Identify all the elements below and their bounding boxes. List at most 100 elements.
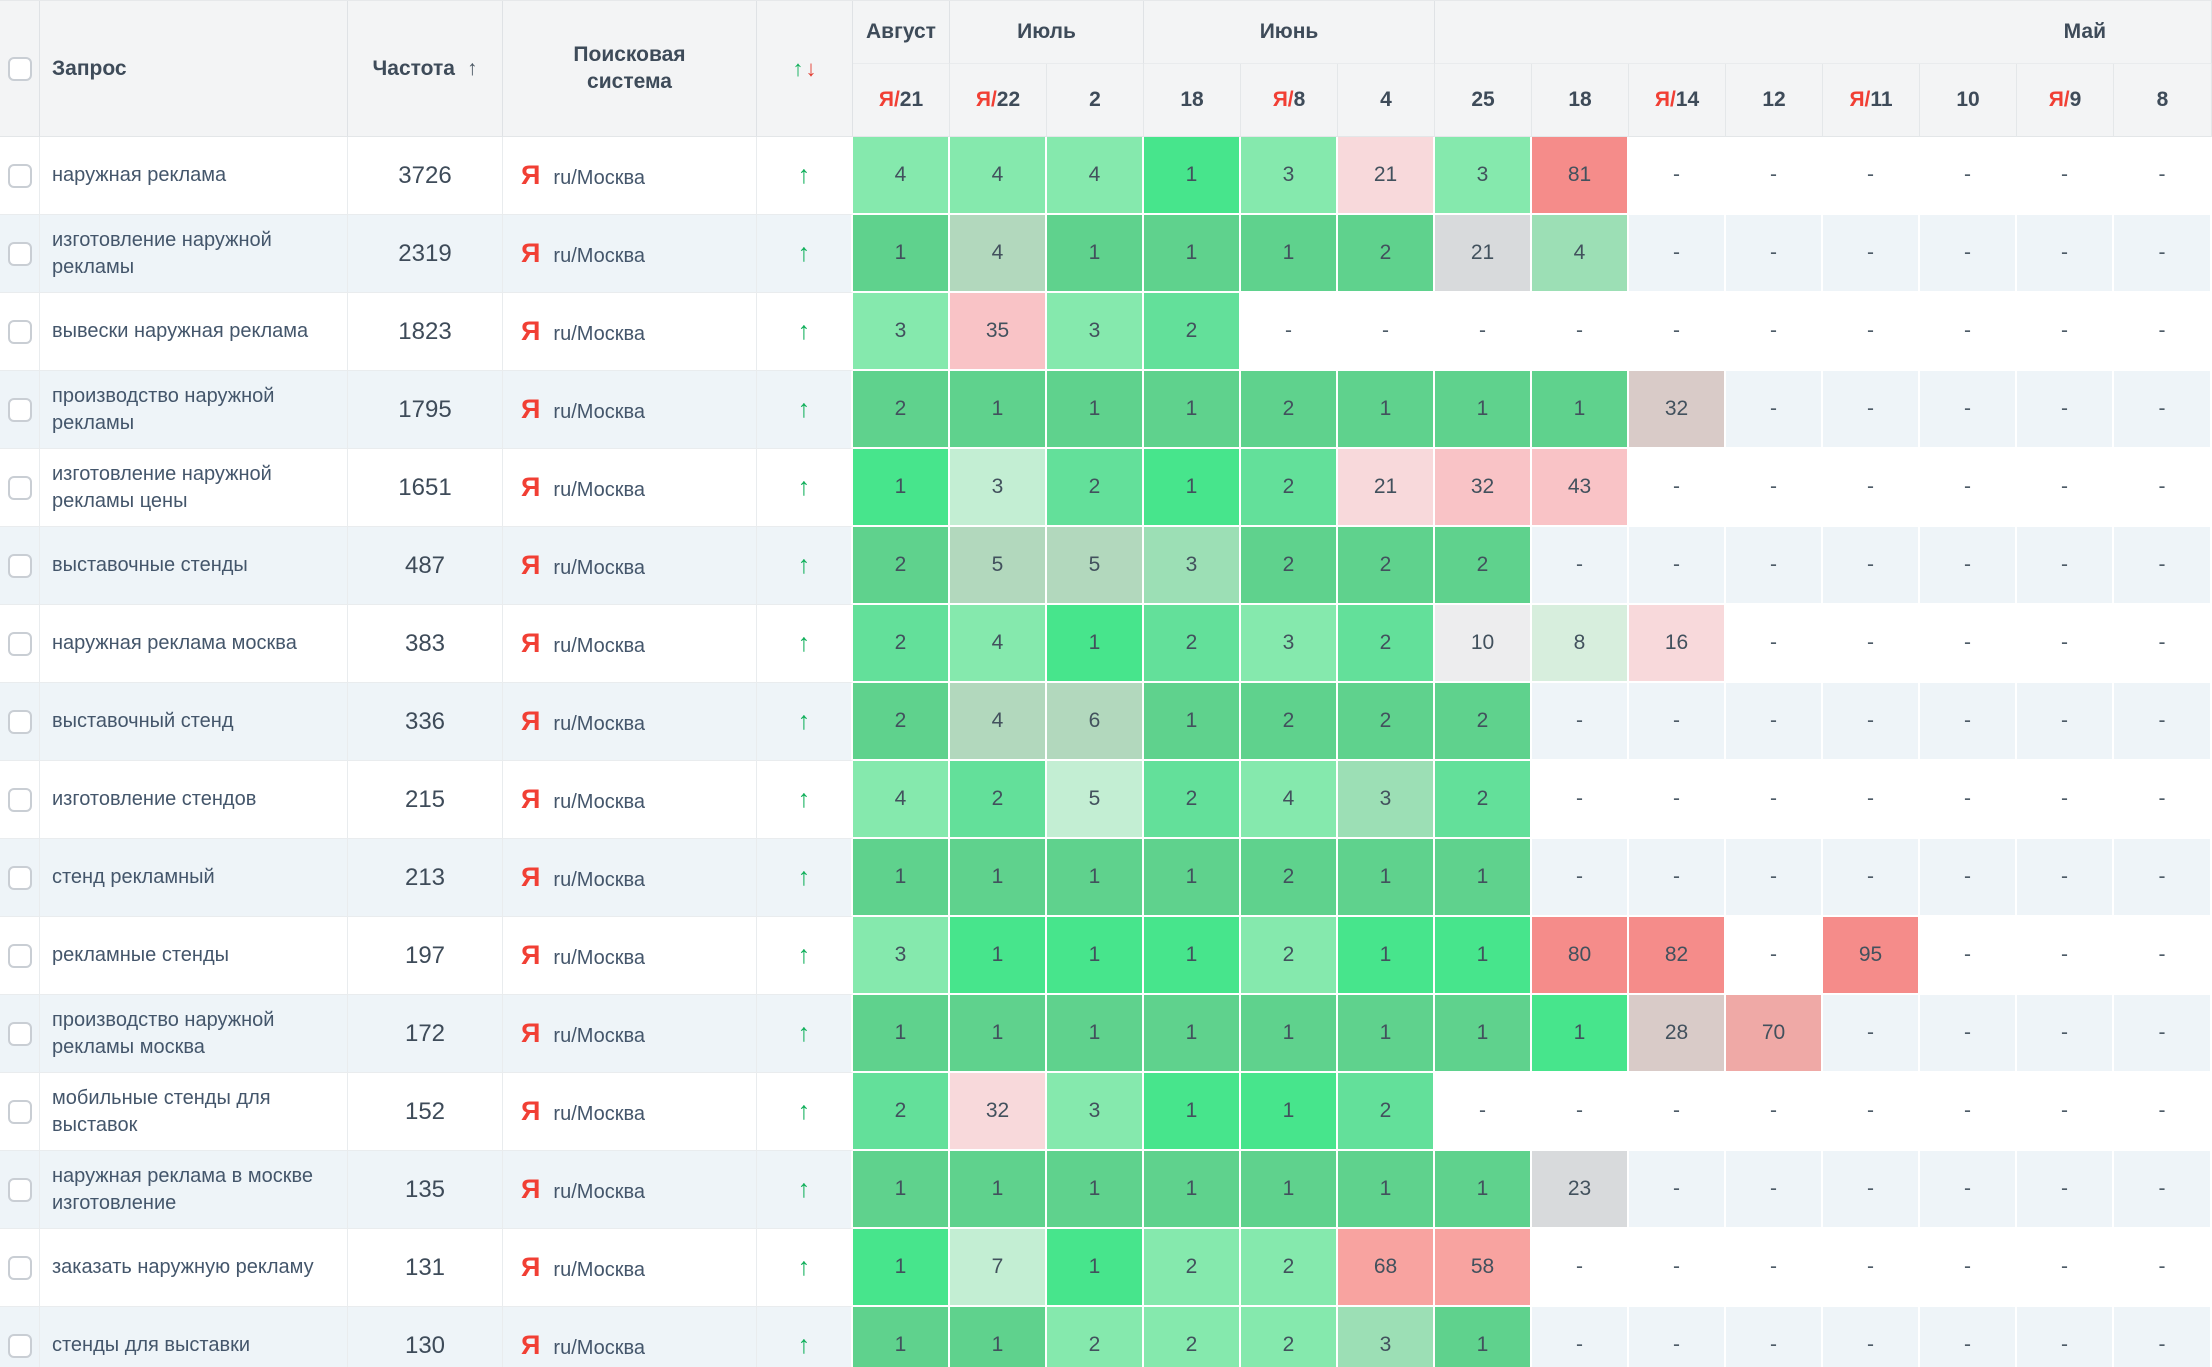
position-cell: - xyxy=(2017,527,2115,605)
position-cell: 1 xyxy=(853,839,950,917)
frequency-header-label: Частота xyxy=(372,56,455,80)
position-cell: 1 xyxy=(1144,683,1242,761)
position-cell: 1 xyxy=(1144,995,1242,1073)
column-header-trend[interactable]: ↑↓ xyxy=(757,1,853,137)
date-column-header[interactable]: Я/11 xyxy=(1823,64,1921,137)
select-all-checkbox[interactable] xyxy=(8,56,32,81)
row-checkbox[interactable] xyxy=(8,709,32,734)
trend-cell: ↑ xyxy=(757,527,853,605)
date-column-header[interactable]: 18 xyxy=(1144,64,1242,137)
date-column-header[interactable]: Я/9 xyxy=(2017,64,2115,137)
row-checkbox[interactable] xyxy=(8,865,32,890)
position-cell: - xyxy=(2114,683,2212,761)
row-checkbox[interactable] xyxy=(8,1177,32,1202)
position-cell: 4 xyxy=(1241,761,1339,839)
search-engine-label: ru/Москва xyxy=(553,1337,646,1359)
date-column-header[interactable]: Я/14 xyxy=(1629,64,1727,137)
date-column-header[interactable]: 4 xyxy=(1338,64,1436,137)
frequency-cell: 2319 xyxy=(348,215,503,293)
row-checkbox[interactable] xyxy=(8,163,32,188)
date-label: 10 xyxy=(1956,88,1980,111)
position-cell: - xyxy=(2114,1307,2212,1367)
row-select-cell xyxy=(0,371,40,449)
row-checkbox[interactable] xyxy=(8,319,32,344)
query-cell: наружная реклама xyxy=(40,137,348,215)
row-checkbox[interactable] xyxy=(8,631,32,656)
date-column-header[interactable]: Я/8 xyxy=(1241,64,1339,137)
position-cell: 1 xyxy=(1435,1307,1533,1367)
date-column-header[interactable]: 18 xyxy=(1532,64,1630,137)
date-column-header[interactable]: Я/21 xyxy=(853,64,950,137)
position-cell: 35 xyxy=(950,293,1047,371)
position-cell: - xyxy=(2114,1229,2212,1307)
date-column-header[interactable]: 8 xyxy=(2114,64,2212,137)
yandex-icon: Я xyxy=(521,1330,541,1360)
trend-up-icon: ↑ xyxy=(797,1253,811,1281)
column-header-query[interactable]: Запрос xyxy=(40,1,348,137)
query-cell: мобильные стенды для выставок xyxy=(40,1073,348,1151)
position-cell: 2 xyxy=(1338,683,1436,761)
query-cell: производство наружной рекламы xyxy=(40,371,348,449)
position-cell: - xyxy=(1823,839,1921,917)
row-checkbox[interactable] xyxy=(8,787,32,812)
position-cell: - xyxy=(2017,1151,2115,1229)
yandex-icon: Я xyxy=(521,160,541,190)
position-cell: 4 xyxy=(1532,215,1630,293)
position-cell: 80 xyxy=(1532,917,1630,995)
query-cell: стенд рекламный xyxy=(40,839,348,917)
date-column-header[interactable]: 12 xyxy=(1726,64,1824,137)
position-cell: 1 xyxy=(1435,839,1533,917)
row-checkbox[interactable] xyxy=(8,1099,32,1124)
row-select-cell xyxy=(0,1307,40,1367)
row-checkbox[interactable] xyxy=(8,241,32,266)
row-checkbox[interactable] xyxy=(8,1021,32,1046)
sort-asc-icon[interactable]: ↑ xyxy=(466,56,478,80)
row-checkbox[interactable] xyxy=(8,1255,32,1280)
date-label: 4 xyxy=(1380,88,1392,111)
position-cell: - xyxy=(1823,761,1921,839)
column-header-frequency[interactable]: Частота ↑ xyxy=(348,1,503,137)
position-cell: - xyxy=(1823,449,1921,527)
date-column-header[interactable]: Я/22 xyxy=(950,64,1047,137)
position-cell: 2 xyxy=(853,1073,950,1151)
row-checkbox[interactable] xyxy=(8,943,32,968)
table-row: наружная реклама в москве изготовление 13… xyxy=(0,1151,2212,1229)
position-cell: 2 xyxy=(1241,1307,1339,1367)
date-column-header[interactable]: 10 xyxy=(1920,64,2018,137)
query-text: заказать наружную рекламу xyxy=(52,1256,314,1279)
position-cell: 2 xyxy=(1241,371,1339,449)
row-checkbox[interactable] xyxy=(8,553,32,578)
position-cell: 2 xyxy=(1435,683,1533,761)
row-select-cell xyxy=(0,917,40,995)
row-checkbox[interactable] xyxy=(8,397,32,422)
column-header-search-engine[interactable]: Поисковая система xyxy=(503,1,757,137)
position-cell: - xyxy=(2114,215,2212,293)
row-checkbox[interactable] xyxy=(8,1333,32,1358)
position-cell: - xyxy=(2017,371,2115,449)
date-column-header[interactable]: 25 xyxy=(1435,64,1533,137)
month-label: Июль xyxy=(1017,20,1076,43)
position-cell: - xyxy=(1629,527,1727,605)
query-text: стенды для выставки xyxy=(52,1334,251,1357)
date-column-header[interactable]: 2 xyxy=(1047,64,1145,137)
position-cell: 2 xyxy=(950,761,1047,839)
row-checkbox[interactable] xyxy=(8,475,32,500)
position-cell: 4 xyxy=(950,215,1047,293)
row-select-cell xyxy=(0,527,40,605)
position-cell: 1 xyxy=(1435,995,1533,1073)
position-cell: - xyxy=(1726,1229,1824,1307)
frequency-cell: 383 xyxy=(348,605,503,683)
position-cell: 1 xyxy=(1047,1151,1145,1229)
position-cell: - xyxy=(1532,1229,1630,1307)
position-cell: 2 xyxy=(1241,839,1339,917)
position-cell: 3 xyxy=(853,293,950,371)
position-cell: - xyxy=(1338,293,1436,371)
position-cell: - xyxy=(2017,917,2115,995)
search-engine-label: ru/Москва xyxy=(553,791,646,813)
